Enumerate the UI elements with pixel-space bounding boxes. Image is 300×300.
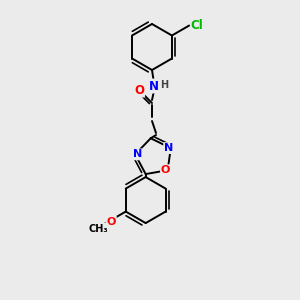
Text: N: N — [133, 149, 142, 159]
Text: N: N — [149, 80, 159, 92]
Text: O: O — [134, 84, 144, 97]
Text: H: H — [160, 80, 168, 90]
Text: O: O — [106, 217, 116, 226]
Text: O: O — [161, 165, 170, 175]
Text: Cl: Cl — [191, 19, 204, 32]
Text: N: N — [164, 143, 173, 153]
Text: CH₃: CH₃ — [88, 224, 108, 234]
